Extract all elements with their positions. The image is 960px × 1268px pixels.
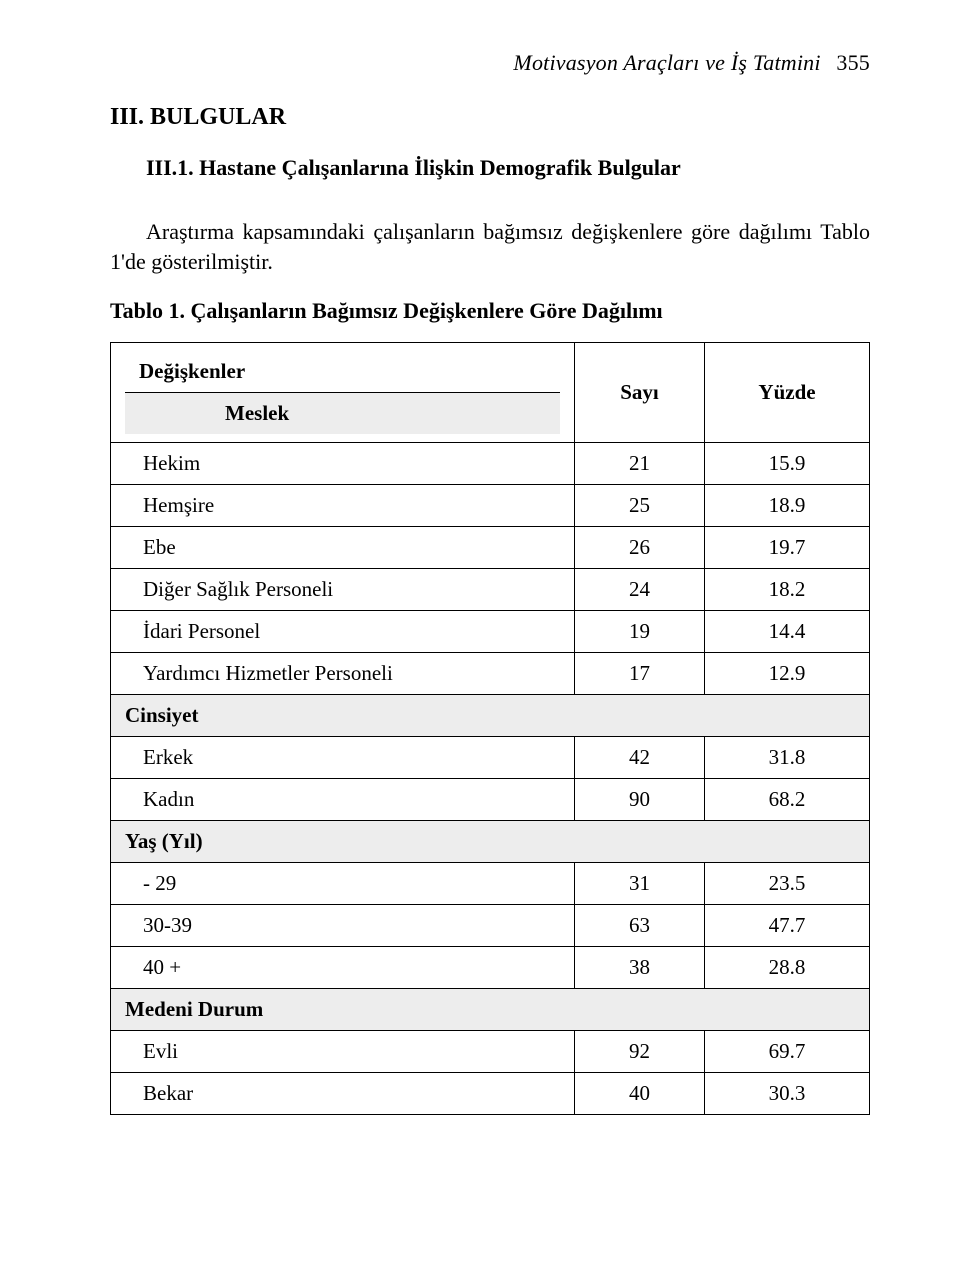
row-label: Yardımcı Hizmetler Personeli	[111, 653, 575, 695]
row-label: 40 +	[111, 947, 575, 989]
row-label: - 29	[111, 863, 575, 905]
table-row: Evli9269.7	[111, 1031, 870, 1073]
table-row: İdari Personel1914.4	[111, 611, 870, 653]
table-section-row: Medeni Durum	[111, 989, 870, 1031]
heading-bulgular: III. BULGULAR	[110, 104, 870, 131]
col-header-yuzde: Yüzde	[705, 343, 870, 443]
row-pct: 30.3	[705, 1073, 870, 1115]
header-var-label: Değişkenler	[125, 351, 560, 393]
row-count: 92	[575, 1031, 705, 1073]
row-pct: 47.7	[705, 905, 870, 947]
row-label: Diğer Sağlık Personeli	[111, 569, 575, 611]
table-calisanlar-dagilimi: Değişkenler Meslek Sayı Yüzde Hekim2115.…	[110, 342, 870, 1115]
col-header-sayi: Sayı	[575, 343, 705, 443]
table-row: - 293123.5	[111, 863, 870, 905]
row-count: 19	[575, 611, 705, 653]
table-caption: Tablo 1. Çalışanların Bağımsız Değişkenl…	[110, 298, 870, 324]
table-row: Hekim2115.9	[111, 443, 870, 485]
row-count: 38	[575, 947, 705, 989]
row-label: İdari Personel	[111, 611, 575, 653]
row-pct: 18.2	[705, 569, 870, 611]
row-pct: 15.9	[705, 443, 870, 485]
running-head: Motivasyon Araçları ve İş Tatmini 355	[110, 50, 870, 76]
row-label: Evli	[111, 1031, 575, 1073]
row-label: Hekim	[111, 443, 575, 485]
row-pct: 68.2	[705, 779, 870, 821]
row-label: Erkek	[111, 737, 575, 779]
heading-demografik: III.1. Hastane Çalışanlarına İlişkin Dem…	[146, 155, 870, 181]
table-header-row: Değişkenler Meslek Sayı Yüzde	[111, 343, 870, 443]
row-pct: 31.8	[705, 737, 870, 779]
table-row: 40 +3828.8	[111, 947, 870, 989]
section-title: Cinsiyet	[111, 695, 870, 737]
table-row: 30-396347.7	[111, 905, 870, 947]
header-stack: Değişkenler Meslek	[125, 351, 560, 434]
row-label: Bekar	[111, 1073, 575, 1115]
row-pct: 14.4	[705, 611, 870, 653]
row-label: Hemşire	[111, 485, 575, 527]
table-section-row: Yaş (Yıl)	[111, 821, 870, 863]
row-count: 24	[575, 569, 705, 611]
table-row: Kadın9068.2	[111, 779, 870, 821]
row-pct: 23.5	[705, 863, 870, 905]
header-meslek-label: Meslek	[125, 393, 560, 434]
row-count: 40	[575, 1073, 705, 1115]
row-count: 63	[575, 905, 705, 947]
table-section-row: Cinsiyet	[111, 695, 870, 737]
table-row: Erkek4231.8	[111, 737, 870, 779]
table-row: Yardımcı Hizmetler Personeli1712.9	[111, 653, 870, 695]
section-title: Yaş (Yıl)	[111, 821, 870, 863]
row-count: 21	[575, 443, 705, 485]
row-pct: 19.7	[705, 527, 870, 569]
row-pct: 18.9	[705, 485, 870, 527]
running-head-title: Motivasyon Araçları ve İş Tatmini	[513, 50, 820, 75]
table-body: Hekim2115.9Hemşire2518.9Ebe2619.7Diğer S…	[111, 443, 870, 1115]
row-count: 31	[575, 863, 705, 905]
row-label: Ebe	[111, 527, 575, 569]
row-label: 30-39	[111, 905, 575, 947]
row-count: 25	[575, 485, 705, 527]
row-pct: 12.9	[705, 653, 870, 695]
row-count: 42	[575, 737, 705, 779]
table-row: Diğer Sağlık Personeli2418.2	[111, 569, 870, 611]
section-title: Medeni Durum	[111, 989, 870, 1031]
row-pct: 69.7	[705, 1031, 870, 1073]
row-count: 90	[575, 779, 705, 821]
table-row: Bekar4030.3	[111, 1073, 870, 1115]
col-header-degiskenler: Değişkenler Meslek	[111, 343, 575, 443]
row-pct: 28.8	[705, 947, 870, 989]
row-label: Kadın	[111, 779, 575, 821]
page: Motivasyon Araçları ve İş Tatmini 355 II…	[0, 0, 960, 1268]
row-count: 26	[575, 527, 705, 569]
table-row: Hemşire2518.9	[111, 485, 870, 527]
page-number: 355	[836, 50, 870, 75]
table-row: Ebe2619.7	[111, 527, 870, 569]
intro-paragraph: Araştırma kapsamındaki çalışanların bağı…	[110, 217, 870, 276]
row-count: 17	[575, 653, 705, 695]
intro-text: Araştırma kapsamındaki çalışanların bağı…	[110, 217, 870, 276]
